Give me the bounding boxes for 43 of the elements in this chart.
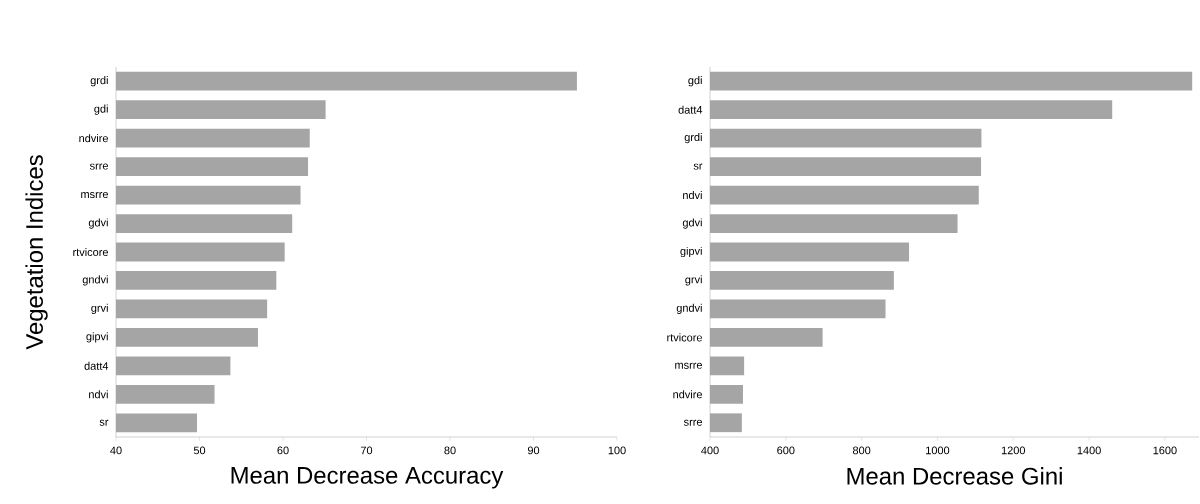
y-tick-label: sr <box>693 163 703 170</box>
y-tick-label: gipvi <box>86 332 108 343</box>
x-tick-label: 1600 <box>1153 446 1177 455</box>
x-tick-label: 1000 <box>926 446 950 455</box>
y-tick-label: gdvi <box>682 218 702 229</box>
y-tick-label: gndvi <box>82 275 108 286</box>
y-tick-label: datt4 <box>84 361 109 370</box>
y-axis-title: Vegetation Indices <box>25 155 48 350</box>
x-tick-label: 40 <box>110 446 122 455</box>
y-tick-label: sr <box>99 419 109 426</box>
x-tick-label: 1200 <box>1001 446 1026 455</box>
x-tick-label: 1400 <box>1077 446 1101 455</box>
y-tick-label: ndvire <box>673 390 702 399</box>
y-tick-label: ndvire <box>79 134 108 143</box>
x-tick-label: 100 <box>608 446 626 455</box>
y-tick-label: msrre <box>81 192 108 199</box>
y-tick-label: gndvi <box>676 303 702 315</box>
y-tick-label: datt4 <box>678 105 703 114</box>
y-tick-label: rtvicore <box>73 247 108 257</box>
x-tick-label: 90 <box>527 446 540 455</box>
y-tick-label: grvi <box>685 275 702 286</box>
y-tick-label: gdi <box>94 104 108 115</box>
y-tick-label: grdi <box>90 76 108 87</box>
x-tick-label: 60 <box>277 446 289 455</box>
x-tick-label: 50 <box>193 446 206 455</box>
x-tick-label: 70 <box>360 446 373 455</box>
y-tick-label: ndvi <box>89 390 108 399</box>
y-tick-label: msrre <box>675 362 702 369</box>
x-axis-title: Mean Decrease Accuracy <box>231 467 504 489</box>
x-tick-label: 800 <box>852 446 871 455</box>
y-tick-label: srre <box>683 419 702 426</box>
y-tick-label: grdi <box>684 133 702 144</box>
x-tick-label: 400 <box>701 446 719 455</box>
x-axis-title: Mean Decrease Gini <box>847 467 1062 485</box>
y-tick-label: grvi <box>91 303 108 315</box>
y-tick-label: gipvi <box>680 246 702 258</box>
y-tick-label: srre <box>89 163 108 170</box>
y-tick-label: gdvi <box>88 218 108 229</box>
y-tick-label: gdi <box>688 76 702 87</box>
y-tick-label: rtvicore <box>667 333 702 342</box>
x-tick-label: 600 <box>777 446 795 455</box>
y-tick-label: ndvi <box>683 191 702 200</box>
x-tick-label: 80 <box>444 446 456 455</box>
